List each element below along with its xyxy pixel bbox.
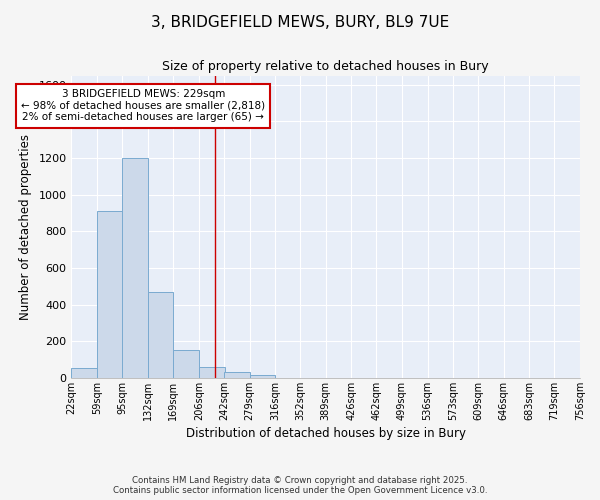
Bar bbox=[122, 158, 148, 378]
Bar bbox=[97, 211, 123, 378]
Bar bbox=[199, 367, 224, 378]
Text: 3 BRIDGEFIELD MEWS: 229sqm
← 98% of detached houses are smaller (2,818)
2% of se: 3 BRIDGEFIELD MEWS: 229sqm ← 98% of deta… bbox=[21, 89, 265, 122]
Title: Size of property relative to detached houses in Bury: Size of property relative to detached ho… bbox=[163, 60, 489, 73]
Bar bbox=[250, 375, 275, 378]
Text: 3, BRIDGEFIELD MEWS, BURY, BL9 7UE: 3, BRIDGEFIELD MEWS, BURY, BL9 7UE bbox=[151, 15, 449, 30]
Bar bbox=[173, 350, 199, 378]
Bar bbox=[148, 292, 173, 378]
Bar bbox=[224, 372, 250, 378]
Bar bbox=[71, 368, 97, 378]
X-axis label: Distribution of detached houses by size in Bury: Distribution of detached houses by size … bbox=[186, 427, 466, 440]
Y-axis label: Number of detached properties: Number of detached properties bbox=[19, 134, 32, 320]
Text: Contains HM Land Registry data © Crown copyright and database right 2025.
Contai: Contains HM Land Registry data © Crown c… bbox=[113, 476, 487, 495]
